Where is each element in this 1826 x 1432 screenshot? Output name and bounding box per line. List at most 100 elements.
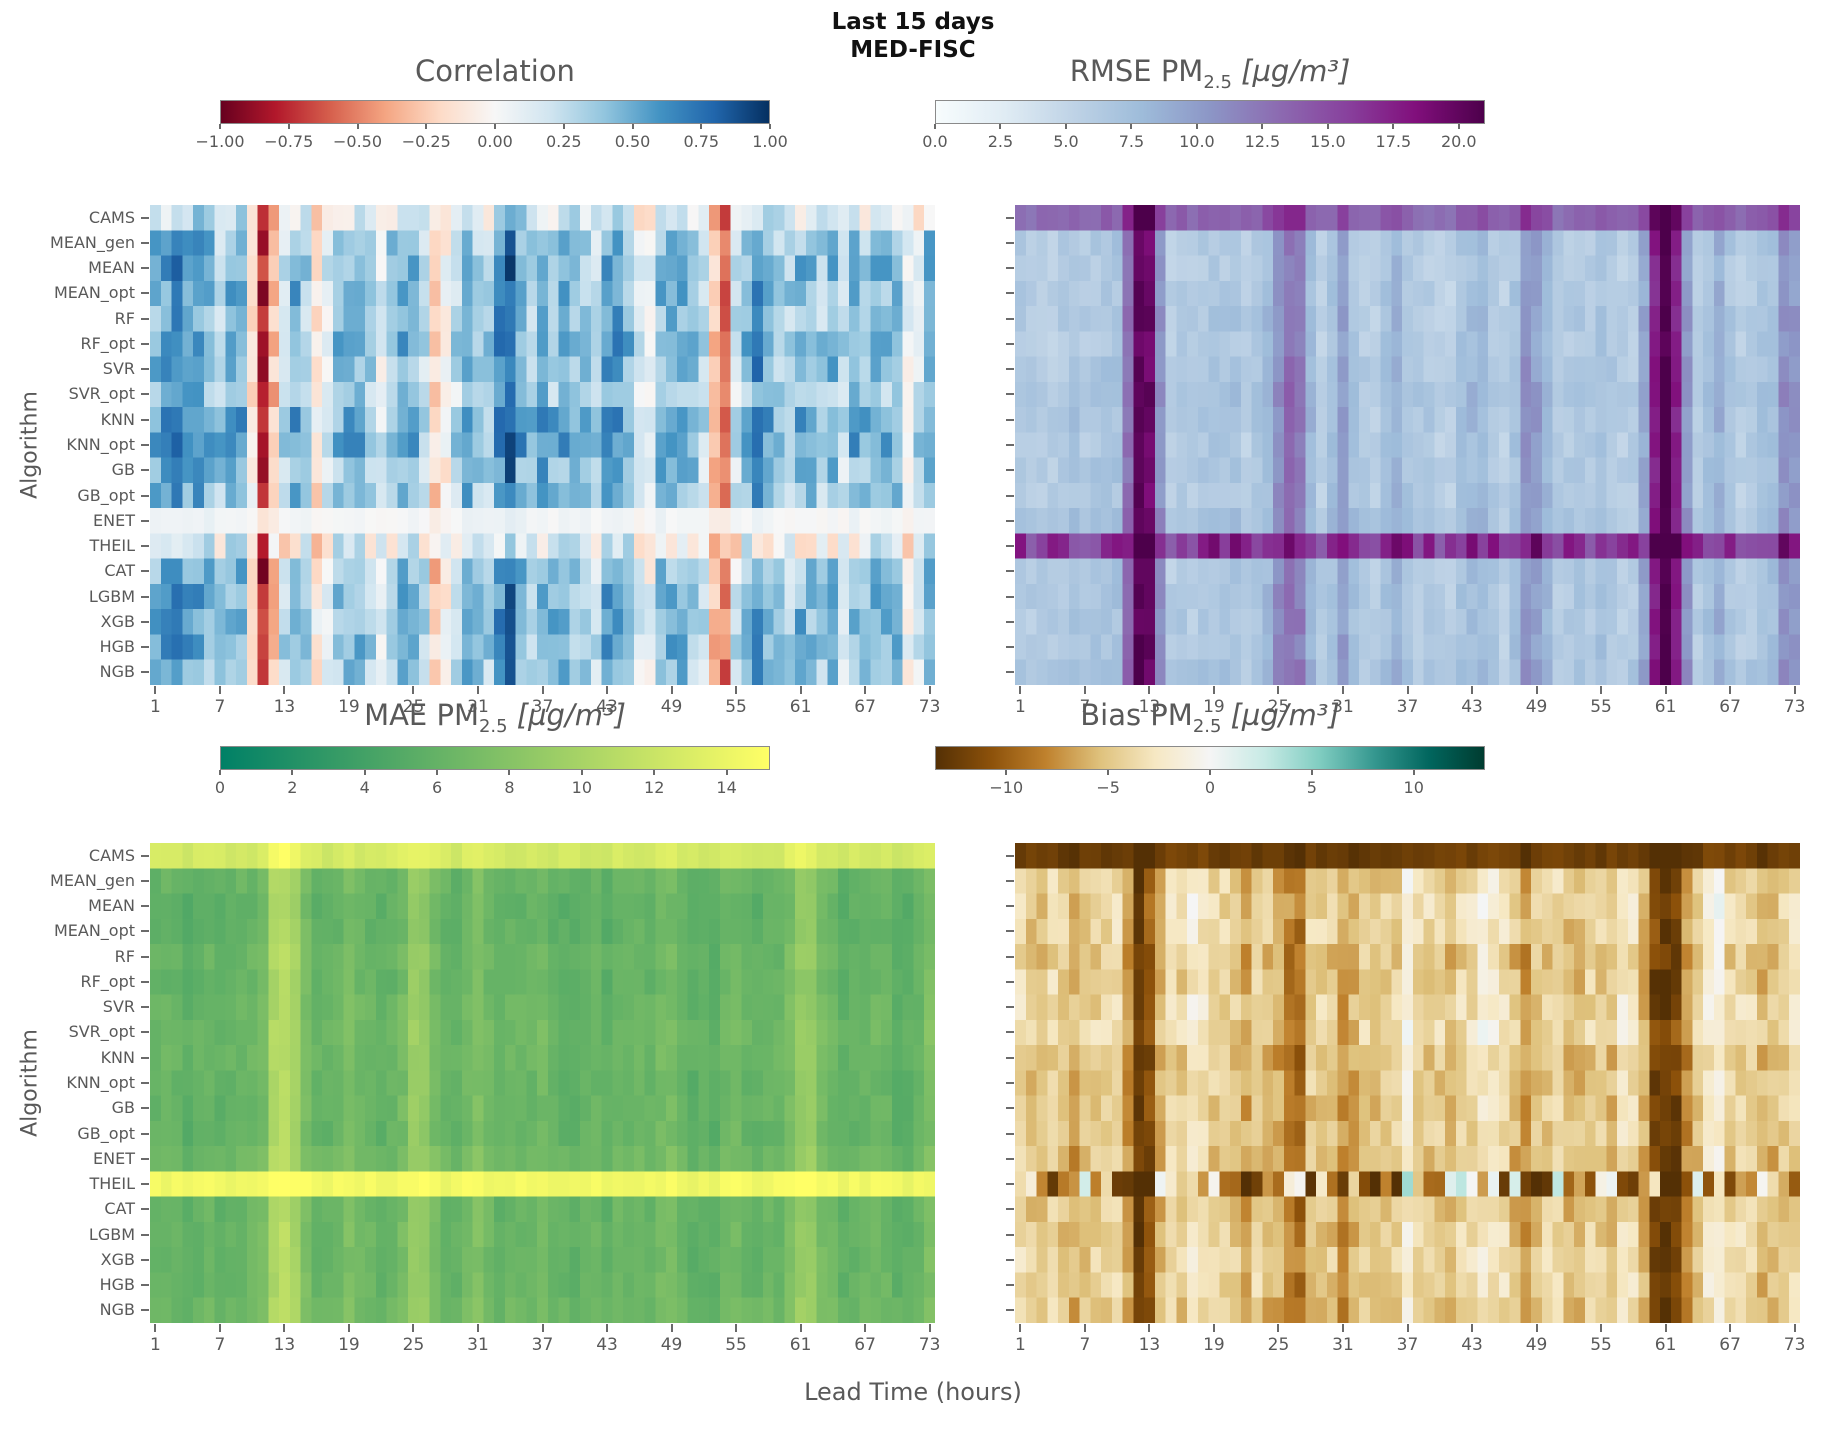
colorbar-tick-mark (436, 770, 439, 775)
y-tick-mark (141, 930, 149, 933)
y-tick-mark (1006, 1208, 1014, 1211)
y-tick-mark (1006, 1006, 1014, 1009)
panel-title-bias: Bias PM2.5 [µg/m³] (935, 698, 1485, 737)
colorbar-tick-label: 12.5 (1244, 132, 1281, 151)
y-tick-label: HGB (99, 1275, 135, 1295)
colorbar-tick-mark (356, 124, 359, 129)
colorbar-tick-mark (1130, 124, 1133, 129)
y-tick-mark (1006, 905, 1014, 908)
colorbar-tick-mark (1195, 124, 1198, 129)
x-tick-label: 31 (1332, 697, 1354, 717)
mae-heatmap (150, 843, 935, 1323)
colorbar-tick-mark (1209, 770, 1211, 775)
y-tick-label: GB (111, 1098, 135, 1118)
x-tick-label: 19 (338, 697, 360, 717)
y-tick-mark (141, 671, 149, 674)
y-tick-mark (1006, 267, 1014, 270)
x-tick-label: 19 (1203, 1335, 1225, 1355)
figure-title: Last 15 days MED-FISC (0, 8, 1826, 64)
y-tick-mark (1006, 620, 1014, 623)
x-tick-label: 25 (1267, 1335, 1290, 1355)
y-tick-mark (1006, 1258, 1014, 1261)
colorbar-tick-label: 10 (571, 778, 593, 797)
x-tick-label: 49 (660, 697, 683, 717)
x-tick-label: 13 (1138, 697, 1161, 717)
x-tick-mark (864, 686, 867, 694)
y-tick-mark (141, 469, 149, 472)
y-tick-mark (1006, 955, 1014, 958)
x-tick-label: 7 (1079, 697, 1091, 717)
y-tick-mark (1006, 1157, 1014, 1160)
x-tick-mark (1148, 686, 1151, 694)
colorbar-tick-label: 17.5 (1375, 132, 1412, 151)
colorbar-tick-mark (425, 124, 428, 129)
x-tick-mark (1471, 1324, 1474, 1332)
x-tick-mark (1406, 1324, 1409, 1332)
colorbar-tick-label: 1.00 (752, 132, 788, 151)
y-tick-mark (1006, 1107, 1014, 1110)
x-tick-mark (347, 1324, 350, 1332)
panel-title-rmse-sub: 2.5 (1203, 71, 1232, 93)
y-tick-label: SVR (102, 359, 135, 379)
panel-title-mae-unit: [µg/m³] (507, 698, 626, 732)
y-tick-label: RF_opt (80, 333, 135, 353)
x-tick-label: 19 (338, 1335, 360, 1355)
colorbar-tick-label: 0.00 (477, 132, 513, 151)
y-tick-mark (141, 1031, 149, 1034)
colorbar-tick-label: 0.50 (614, 132, 651, 151)
colorbar-tick-label: 0.25 (545, 132, 582, 151)
panel-title-bias-text: Bias PM (1080, 698, 1193, 732)
x-tick-label: 37 (531, 697, 554, 717)
colorbar-tick-label: 5.0 (1053, 132, 1079, 151)
x-tick-mark (606, 1324, 609, 1332)
x-tick-label: 61 (1654, 697, 1677, 717)
colorbar-tick-label: 0.0 (922, 132, 948, 151)
x-tick-label: 67 (854, 1335, 876, 1355)
x-tick-label: 13 (273, 1335, 296, 1355)
x-tick-mark (606, 686, 609, 694)
y-tick-mark (141, 1157, 149, 1160)
panel-title-mae-sub: 2.5 (478, 715, 508, 737)
y-tick-mark (141, 292, 149, 295)
y-tick-label: ENET (93, 510, 135, 530)
y-tick-mark (141, 905, 149, 908)
x-tick-label: 7 (214, 697, 226, 717)
y-tick-mark (141, 494, 149, 497)
x-tick-mark (799, 686, 802, 694)
colorbar-tick-mark (934, 124, 936, 129)
colorbar-tick-mark (1261, 124, 1264, 129)
x-tick-label: 43 (1461, 1335, 1483, 1355)
y-tick-label: MEAN (88, 258, 135, 278)
x-tick-label: 61 (789, 697, 812, 717)
x-tick-label: 67 (1719, 697, 1741, 717)
y-tick-mark (1006, 241, 1014, 244)
y-tick-label: THEIL (89, 536, 135, 556)
x-tick-label: 37 (1396, 697, 1419, 717)
y-tick-mark (1006, 930, 1014, 933)
y-tick-label: ENET (93, 1148, 135, 1168)
correlation-heatmap (150, 205, 935, 685)
x-tick-mark (1664, 686, 1667, 694)
y-tick-mark (1006, 342, 1014, 345)
colorbar-tick-mark (1392, 124, 1395, 129)
colorbar-tick-mark (700, 124, 703, 129)
x-tick-label: 37 (531, 1335, 554, 1355)
x-tick-mark (1341, 1324, 1344, 1332)
colorbar-tick-mark (1107, 770, 1110, 775)
colorbar-tick-mark (769, 124, 771, 129)
x-tick-mark (670, 686, 673, 694)
panel-title-mae: MAE PM2.5 [µg/m³] (220, 698, 770, 737)
x-tick-label: 1 (149, 1335, 161, 1355)
y-tick-mark (1006, 368, 1014, 371)
x-tick-label: 67 (854, 697, 876, 717)
y-tick-label: RF (114, 946, 135, 966)
colorbar-tick-mark (725, 770, 728, 775)
x-tick-label: 67 (1719, 1335, 1741, 1355)
y-tick-mark (1006, 854, 1014, 857)
y-tick-mark (141, 1309, 149, 1312)
x-tick-mark (1793, 1324, 1796, 1332)
x-tick-label: 19 (1203, 697, 1225, 717)
colorbar-tick-mark (1064, 124, 1067, 129)
colorbar-tick-mark (291, 770, 294, 775)
y-tick-label: XGB (100, 611, 135, 631)
